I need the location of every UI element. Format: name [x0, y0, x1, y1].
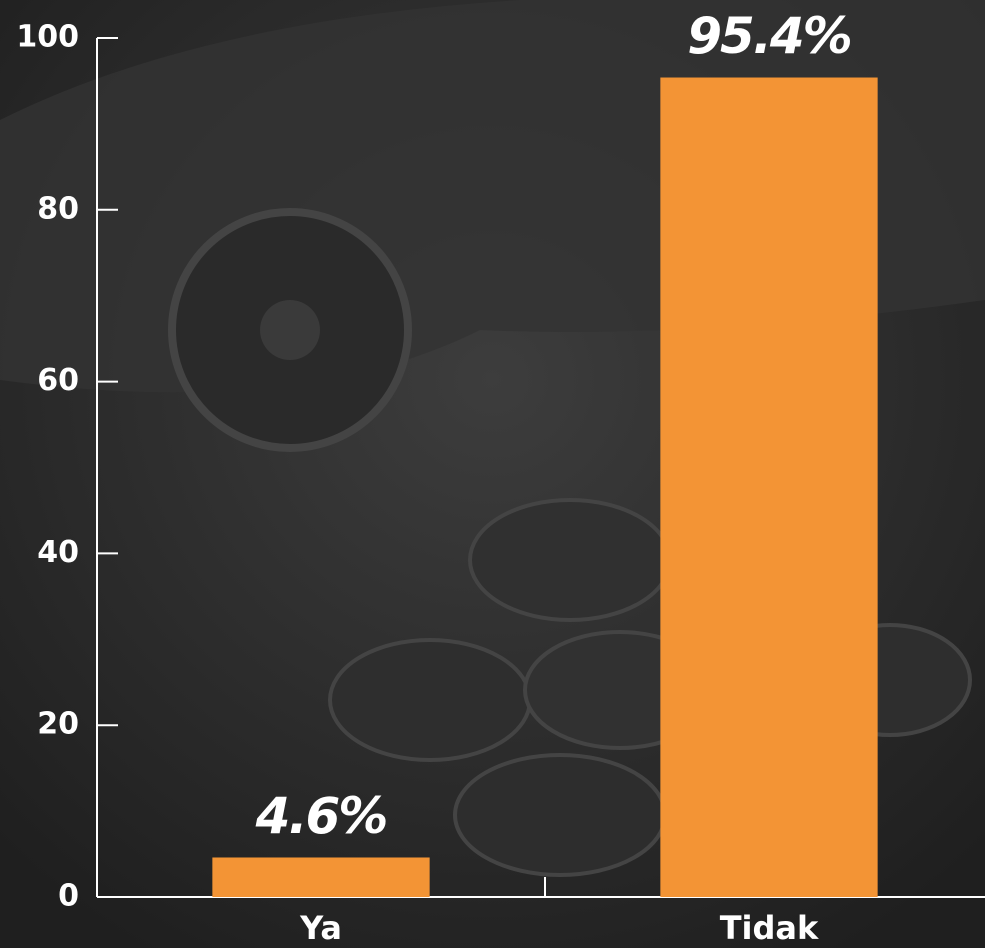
y-tick-label: 80: [37, 191, 79, 226]
x-tick-label: Ya: [299, 909, 342, 947]
y-tick-label: 40: [37, 535, 79, 570]
value-label: 4.6%: [255, 787, 387, 845]
bar: [212, 857, 430, 897]
x-tick-label: Tidak: [720, 909, 819, 947]
y-tick-label: 0: [58, 879, 79, 914]
y-tick-label: 60: [37, 363, 79, 398]
value-label: 95.4%: [687, 7, 850, 65]
y-tick-label: 100: [16, 20, 79, 55]
plot-area: 0 20 40 60 80 100 Ya 4.6% Tidak 95.4%: [16, 7, 985, 947]
y-tick-label: 20: [37, 707, 79, 742]
bar: [660, 77, 878, 898]
